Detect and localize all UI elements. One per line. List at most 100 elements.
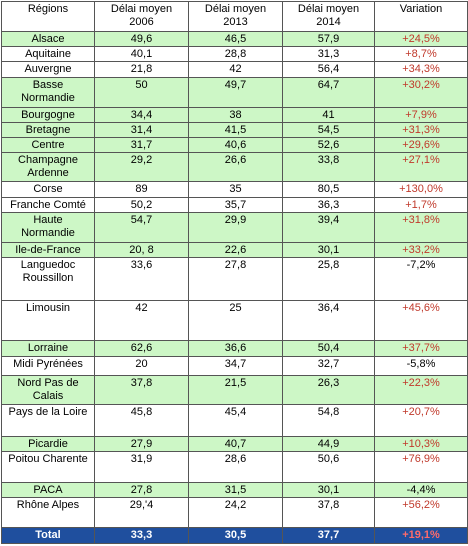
data-row: Champagne Ardenne 29,2 26,6 33,8 +27,1% (1, 152, 468, 182)
value-cell: 33,3 (94, 527, 189, 544)
value-cell: 44,9 (282, 436, 375, 452)
value-cell: 54,5 (282, 122, 375, 138)
data-row: Centre 31,7 40,6 52,6 +29,6% (1, 137, 468, 153)
value-cell: 30,1 (282, 242, 375, 258)
region-cell: Nord Pas de Calais (1, 375, 95, 405)
variation-cell: +31,3% (374, 122, 468, 138)
value-cell: 36,3 (282, 197, 375, 213)
value-cell: 57,9 (282, 31, 375, 47)
value-cell: 26,3 (282, 375, 375, 405)
variation-cell: +22,3% (374, 375, 468, 405)
value-cell: 49,6 (94, 31, 189, 47)
region-cell: Auvergne (1, 61, 95, 78)
region-cell: Bourgogne (1, 107, 95, 123)
value-cell: 34,7 (188, 356, 283, 376)
value-cell: 36,6 (188, 340, 283, 357)
variation-cell: +76,9% (374, 451, 468, 483)
value-cell: 45,8 (94, 404, 189, 437)
value-cell: 49,7 (188, 77, 283, 108)
value-cell: 64,7 (282, 77, 375, 108)
value-cell: 29,'4 (94, 497, 189, 528)
region-cell: Champagne Ardenne (1, 152, 95, 182)
value-cell: 26,6 (188, 152, 283, 182)
region-cell: Pays de la Loire (1, 404, 95, 437)
variation-cell: Variation (374, 1, 468, 32)
region-cell: Total (1, 527, 95, 544)
value-cell: 31,3 (282, 46, 375, 62)
value-cell: 89 (94, 181, 189, 198)
value-cell: 62,6 (94, 340, 189, 357)
value-cell: 37,8 (94, 375, 189, 405)
value-cell: 80,5 (282, 181, 375, 198)
value-cell: 22,6 (188, 242, 283, 258)
value-cell: Délai moyen 2014 (282, 1, 375, 32)
value-cell: 25,8 (282, 257, 375, 301)
region-cell: Ile-de-France (1, 242, 95, 258)
region-cell: Midi Pyrénées (1, 356, 95, 376)
data-row: Limousin 42 25 36,4 +45,6% (1, 300, 468, 341)
value-cell: 28,6 (188, 451, 283, 483)
value-cell: 36,4 (282, 300, 375, 341)
value-cell: 52,6 (282, 137, 375, 153)
value-cell: 31,4 (94, 122, 189, 138)
variation-cell: +45,6% (374, 300, 468, 341)
value-cell: 31,7 (94, 137, 189, 153)
value-cell: 50,2 (94, 197, 189, 213)
value-cell: 54,7 (94, 212, 189, 243)
value-cell: 56,4 (282, 61, 375, 78)
region-cell: Alsace (1, 31, 95, 47)
value-cell: 29,2 (94, 152, 189, 182)
data-row: Auvergne 21,8 42 56,4 +34,3% (1, 61, 468, 78)
variation-cell: +130,0% (374, 181, 468, 198)
value-cell: 37,7 (282, 527, 375, 544)
total-row: Total 33,3 30,5 37,7 +19,1% (1, 527, 468, 544)
value-cell: 39,4 (282, 212, 375, 243)
variation-cell: +37,7% (374, 340, 468, 357)
value-cell: 27,8 (94, 482, 189, 498)
region-cell: Basse Normandie (1, 77, 95, 108)
value-cell: 41,5 (188, 122, 283, 138)
value-cell: 50 (94, 77, 189, 108)
value-cell: 20, 8 (94, 242, 189, 258)
value-cell: Délai moyen 2013 (188, 1, 283, 32)
variation-cell: +30,2% (374, 77, 468, 108)
value-cell: 54,8 (282, 404, 375, 437)
region-cell: Haute Normandie (1, 212, 95, 243)
region-cell: Régions (1, 1, 95, 32)
data-row: PACA 27,8 31,5 30,1 -4,4% (1, 482, 468, 498)
value-cell: Délai moyen 2006 (94, 1, 189, 32)
variation-cell: +33,2% (374, 242, 468, 258)
value-cell: 27,8 (188, 257, 283, 301)
data-row: Pays de la Loire 45,8 45,4 54,8 +20,7% (1, 404, 468, 437)
variation-cell: +10,3% (374, 436, 468, 452)
value-cell: 31,9 (94, 451, 189, 483)
value-cell: 41 (282, 107, 375, 123)
region-cell: Bretagne (1, 122, 95, 138)
variation-cell: -5,8% (374, 356, 468, 376)
variation-cell: +8,7% (374, 46, 468, 62)
value-cell: 27,9 (94, 436, 189, 452)
value-cell: 50,6 (282, 451, 375, 483)
data-row: Poitou Charente 31,9 28,6 50,6 +76,9% (1, 451, 468, 483)
value-cell: 46,5 (188, 31, 283, 47)
value-cell: 29,9 (188, 212, 283, 243)
value-cell: 35 (188, 181, 283, 198)
region-cell: Lorraine (1, 340, 95, 357)
value-cell: 50,4 (282, 340, 375, 357)
value-cell: 40,1 (94, 46, 189, 62)
data-row: Bourgogne 34,4 38 41 +7,9% (1, 107, 468, 123)
region-cell: Languedoc Roussillon (1, 257, 95, 301)
header-row: Régions Délai moyen 2006 Délai moyen 2013 D… (1, 1, 468, 32)
value-cell: 33,8 (282, 152, 375, 182)
variation-cell: -4,4% (374, 482, 468, 498)
region-cell: PACA (1, 482, 95, 498)
variation-cell: -7,2% (374, 257, 468, 301)
variation-cell: +7,9% (374, 107, 468, 123)
data-row: Bretagne 31,4 41,5 54,5 +31,3% (1, 122, 468, 138)
value-cell: 33,6 (94, 257, 189, 301)
data-row: Franche Comté 50,2 35,7 36,3 +1,7% (1, 197, 468, 213)
data-row: Basse Normandie 50 49,7 64,7 +30,2% (1, 77, 468, 108)
